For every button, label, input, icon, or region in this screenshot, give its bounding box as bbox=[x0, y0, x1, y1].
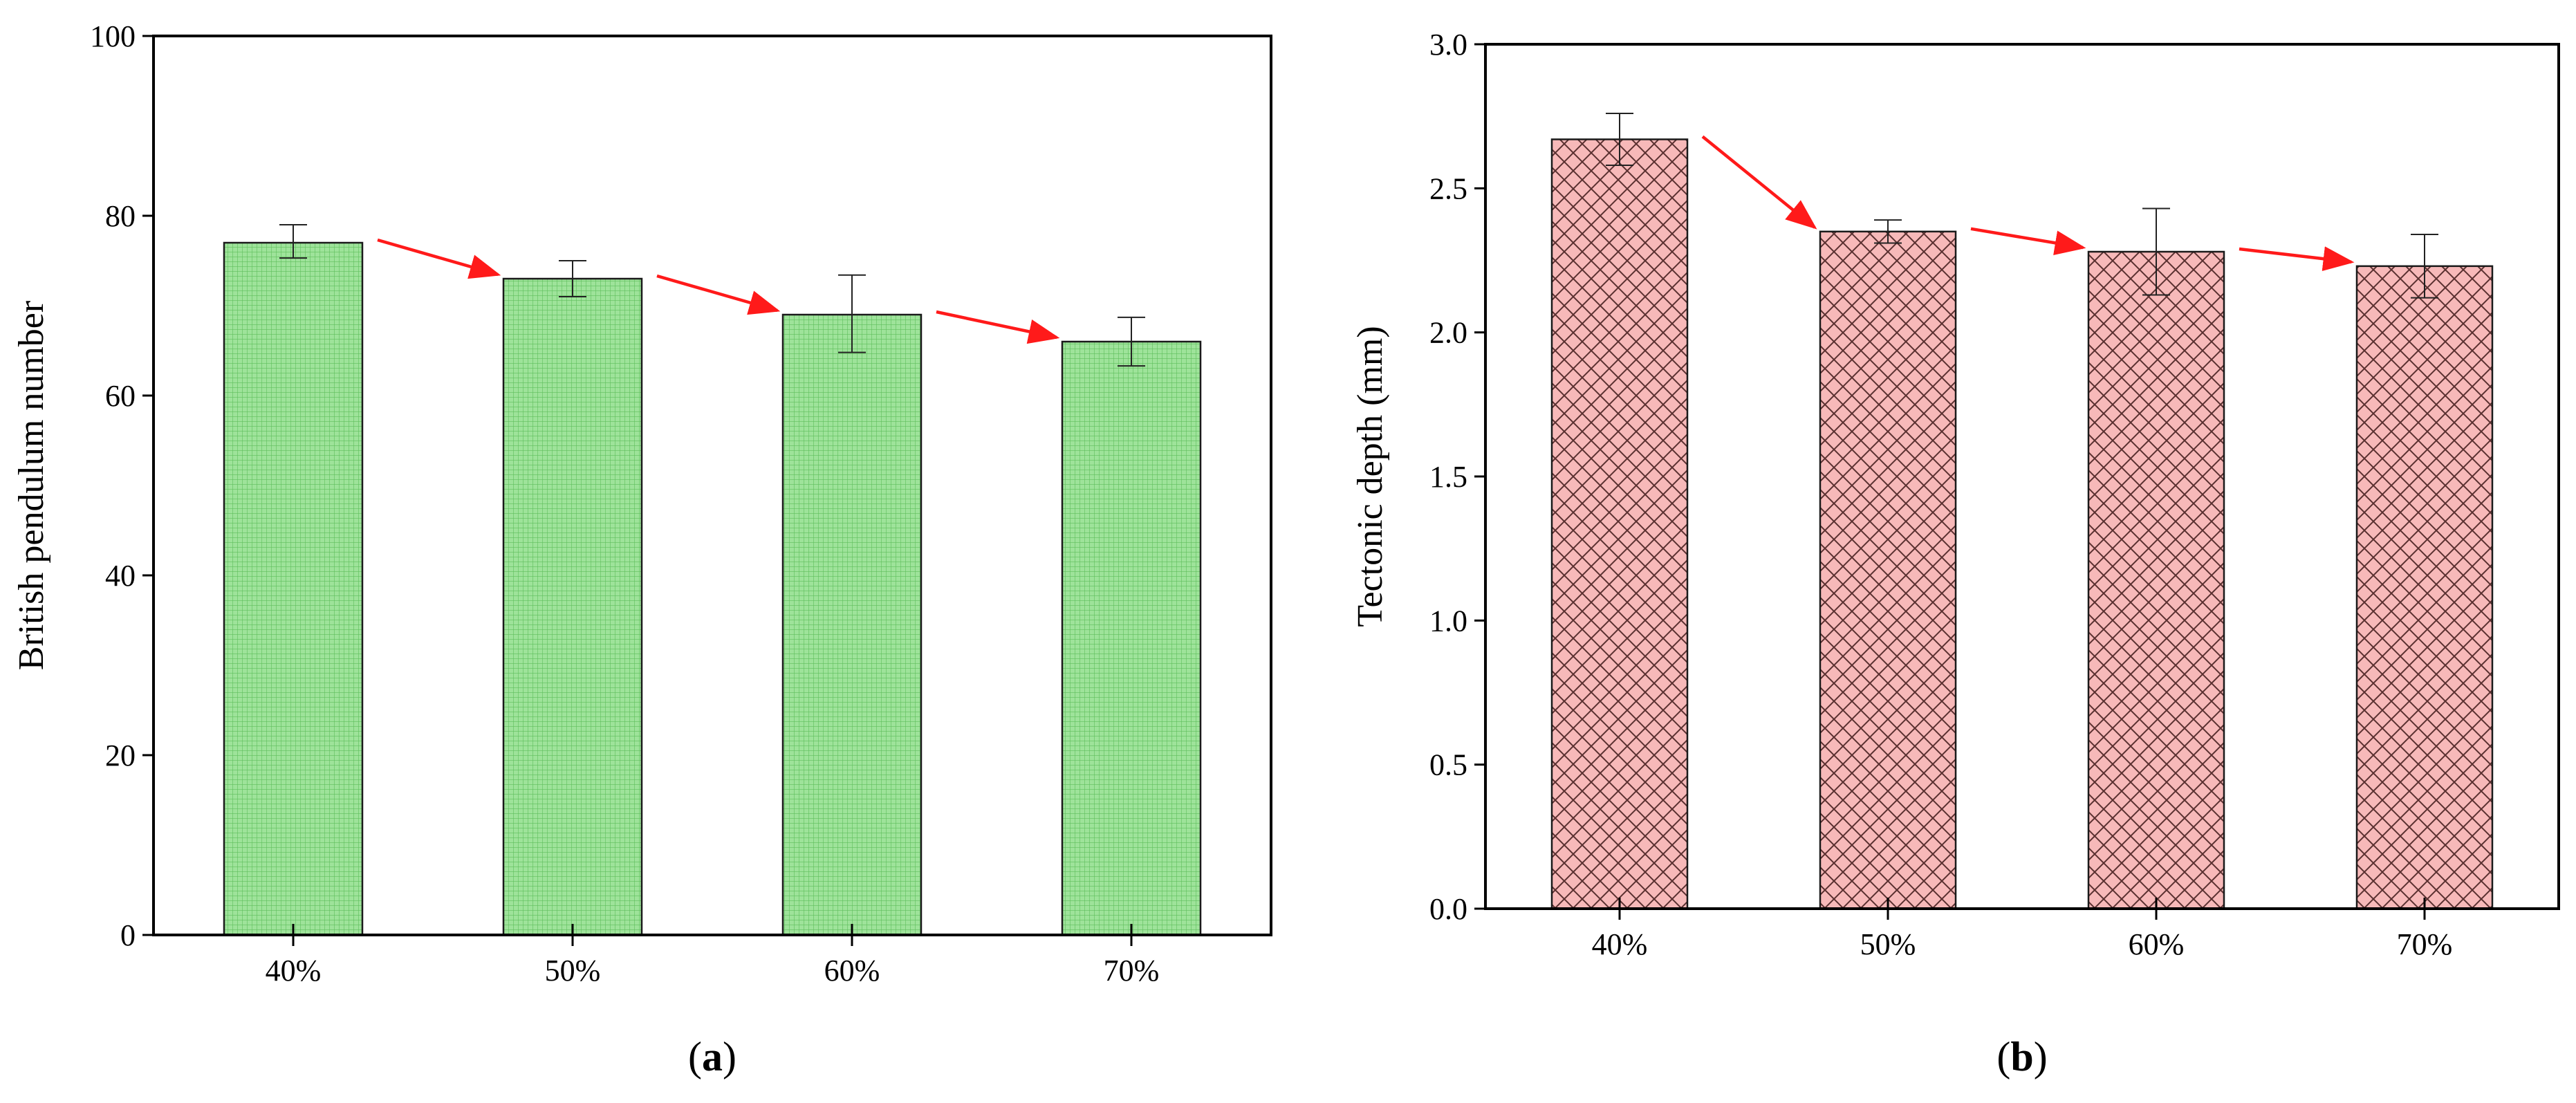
chart-b-y-tick-label: 2.5 bbox=[1429, 172, 1467, 205]
chart-b-y-axis-title: Tectonic depth (mm) bbox=[1351, 326, 1390, 627]
chart-b-error-bar bbox=[2142, 207, 2170, 296]
chart-b-y-axis: 0.0 0.5 1.0 1.5 2.0 2.5 3.0 bbox=[1429, 28, 1485, 926]
chart-a-plot-frame bbox=[152, 35, 1272, 936]
chart-b-error-bars bbox=[1606, 113, 2438, 299]
chart-b-bars bbox=[1550, 138, 2494, 910]
chart-a-y-axis: 0 20 40 60 80 100 bbox=[90, 19, 154, 952]
chart-a-x-axis: 40% 50% 60% 70% bbox=[266, 924, 1160, 988]
chart-a-y-tick-label: 20 bbox=[105, 739, 136, 772]
chart-b-y-tick-label: 0.5 bbox=[1429, 748, 1467, 782]
chart-a-error-bars bbox=[279, 224, 1145, 367]
chart-a-y-axis-title: British pendulum number bbox=[12, 301, 51, 670]
chart-a-error-bar bbox=[279, 224, 307, 259]
chart-b-panel-label-letter: b bbox=[2010, 1034, 2033, 1079]
chart-a: 0 20 40 60 80 100 40% 50% 60% 70% British pendul… bbox=[12, 19, 1272, 1079]
chart-a-error-bar bbox=[838, 274, 866, 353]
chart-b-bar-60pct bbox=[2087, 250, 2225, 910]
chart-b-y-tick-label: 1.0 bbox=[1429, 604, 1467, 638]
chart-a-y-tick-label: 100 bbox=[90, 19, 136, 53]
chart-a-bar-60pct bbox=[781, 313, 923, 936]
chart-a-panel-label-open: ( bbox=[688, 1034, 702, 1079]
chart-b-error-bar bbox=[2411, 234, 2438, 299]
chart-b-y-tick-label: 0.0 bbox=[1429, 892, 1467, 926]
chart-b-panel-label: (b) bbox=[1996, 1034, 2047, 1079]
chart-a-panel-label-close: ) bbox=[723, 1034, 736, 1079]
chart-a-trend-arrow bbox=[656, 274, 781, 315]
chart-a-error-bar bbox=[1118, 316, 1145, 367]
chart-b-bar-50pct bbox=[1819, 230, 1957, 910]
chart-b-x-tick-label: 70% bbox=[2397, 927, 2453, 961]
chart-a-trend-arrows bbox=[377, 238, 1060, 344]
chart-a-trend-arrow bbox=[377, 238, 501, 279]
chart-b-y-tick-label: 2.0 bbox=[1429, 316, 1467, 350]
chart-a-error-bar bbox=[559, 260, 586, 297]
chart-b-bar-70pct bbox=[2355, 265, 2494, 910]
chart-a-y-tick-label: 60 bbox=[105, 379, 136, 413]
chart-a-bar-70pct bbox=[1061, 340, 1202, 936]
chart-a-y-tick-label: 80 bbox=[105, 199, 136, 233]
chart-b-error-bar bbox=[1874, 219, 1902, 244]
chart-b-trend-arrow bbox=[1701, 135, 1817, 230]
chart-b-x-tick-label: 60% bbox=[2129, 927, 2185, 961]
chart-a-panel-label: (a) bbox=[688, 1034, 736, 1079]
chart-b-trend-arrow bbox=[2239, 246, 2355, 272]
chart-b-y-tick-label: 1.5 bbox=[1429, 460, 1467, 494]
chart-a-x-tick-label: 60% bbox=[824, 954, 880, 988]
chart-a-bars bbox=[223, 241, 1202, 936]
chart-b-x-axis: 40% 50% 60% 70% bbox=[1592, 898, 2453, 961]
chart-b-error-bar bbox=[1606, 113, 1633, 166]
chart-a-bar-50pct bbox=[502, 277, 643, 936]
chart-b: 0.0 0.5 1.0 1.5 2.0 2.5 3.0 40% 50% 60% 70% Tecto… bbox=[1351, 28, 2560, 1079]
chart-b-x-tick-label: 40% bbox=[1592, 927, 1648, 961]
chart-b-panel-label-open: ( bbox=[1996, 1034, 2010, 1079]
chart-a-x-tick-label: 70% bbox=[1104, 954, 1160, 988]
chart-a-x-tick-label: 50% bbox=[545, 954, 601, 988]
chart-b-trend-arrow bbox=[1970, 227, 2086, 256]
chart-a-trend-arrow bbox=[936, 310, 1060, 344]
chart-a-panel-label-letter: a bbox=[702, 1034, 723, 1079]
chart-b-y-tick-label: 3.0 bbox=[1429, 28, 1467, 62]
chart-a-x-tick-label: 40% bbox=[266, 954, 322, 988]
chart-a-bar-40pct bbox=[223, 241, 364, 936]
chart-a-y-tick-label: 0 bbox=[120, 918, 136, 952]
chart-b-bar-40pct bbox=[1550, 138, 1689, 910]
chart-b-x-tick-label: 50% bbox=[1860, 927, 1916, 961]
chart-b-panel-label-close: ) bbox=[2034, 1034, 2048, 1079]
chart-a-y-tick-label: 40 bbox=[105, 559, 136, 593]
chart-b-trend-arrows bbox=[1701, 135, 2355, 272]
